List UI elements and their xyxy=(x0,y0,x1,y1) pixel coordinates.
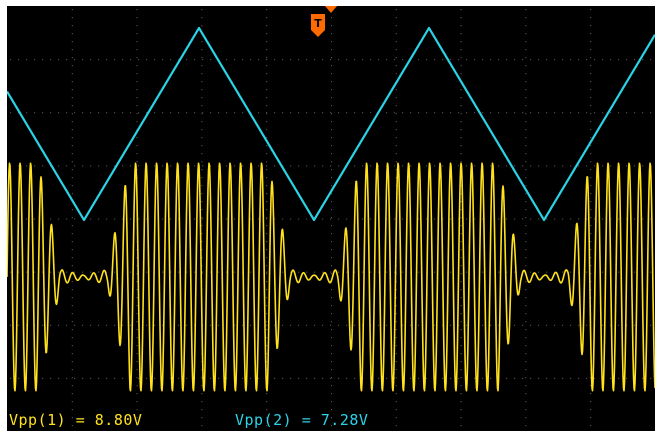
ch2-vpp-equals: = xyxy=(301,411,312,429)
trigger-position-arrow-icon[interactable] xyxy=(325,6,337,13)
channel-1-burst-trace xyxy=(7,162,655,392)
ch1-vpp-equals: = xyxy=(75,411,86,429)
graticule-grid xyxy=(10,9,652,427)
channel-2-triangle-trace xyxy=(7,26,655,222)
trigger-marker-label: T xyxy=(314,17,322,30)
oscilloscope-screen: T Vpp(1) = 8.80V Vpp(2) = 7.28V xyxy=(7,6,655,431)
ch1-vpp-label: Vpp(1) xyxy=(9,411,67,429)
ch2-vpp-value: 7.28V xyxy=(320,411,369,429)
waveform-display: T xyxy=(7,6,655,427)
trigger-marker-icon[interactable]: T xyxy=(311,6,337,37)
ch2-vpp-readout: Vpp(2) = 7.28V xyxy=(235,412,368,429)
ch1-vpp-value: 8.80V xyxy=(94,411,143,429)
ch1-vpp-readout: Vpp(1) = 8.80V xyxy=(9,412,142,429)
ch2-vpp-label: Vpp(2) xyxy=(235,411,293,429)
